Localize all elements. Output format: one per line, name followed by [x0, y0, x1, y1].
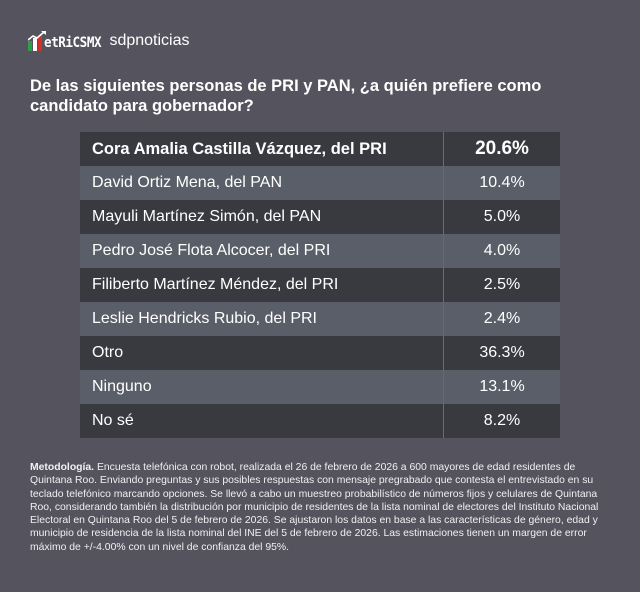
methodology-text: Encuesta telefónica con robot, realizada… [30, 462, 599, 553]
table-row: Filiberto Martínez Méndez, del PRI 2.5% [80, 268, 560, 302]
brand-header: etRiCSMX sdpnoticias [28, 30, 189, 52]
option-percent: 36.3% [479, 344, 525, 361]
option-name: No sé [80, 404, 444, 438]
question-title: De las siguientes personas de PRI y PAN,… [30, 77, 542, 115]
candidate-percent: 2.4% [483, 310, 521, 327]
candidate-name: Mayuli Martínez Simón, del PAN [80, 200, 444, 234]
table-row: Mayuli Martínez Simón, del PAN 5.0% [80, 200, 560, 234]
candidate-percent: 4.0% [483, 242, 521, 259]
metricsmx-logo: etRiCSMX [28, 31, 107, 51]
candidate-name: Cora Amalia Castilla Vázquez, del PRI [80, 132, 444, 166]
candidate-name: Filiberto Martínez Méndez, del PRI [80, 268, 444, 302]
candidate-name: Pedro José Flota Alcocer, del PRI [80, 234, 444, 268]
candidate-percent: 5.0% [483, 208, 521, 225]
table-row: David Ortiz Mena, del PAN 10.4% [80, 166, 560, 200]
candidate-percent: 2.5% [483, 276, 521, 293]
table-row: Otro 36.3% [80, 336, 560, 370]
table-row: Ninguno 13.1% [80, 370, 560, 404]
table-row: Pedro José Flota Alcocer, del PRI 4.0% [80, 234, 560, 268]
methodology-note: Metodología. Encuesta telefónica con rob… [30, 461, 620, 554]
table-row-leader: Cora Amalia Castilla Vázquez, del PRI 20… [80, 132, 560, 166]
logo-text: etRiCSMX [44, 35, 102, 51]
candidate-name: Leslie Hendricks Rubio, del PRI [80, 302, 444, 336]
option-name: Ninguno [80, 370, 444, 404]
flag-bars-icon [28, 35, 43, 51]
option-name: Otro [80, 336, 444, 370]
table-row: No sé 8.2% [80, 404, 560, 438]
candidate-percent: 20.6% [475, 138, 529, 159]
candidate-percent: 10.4% [479, 174, 525, 191]
option-percent: 13.1% [479, 378, 525, 395]
results-table: Cora Amalia Castilla Vázquez, del PRI 20… [80, 132, 560, 438]
partner-logo-text: sdpnoticias [109, 32, 190, 49]
table-row: Leslie Hendricks Rubio, del PRI 2.4% [80, 302, 560, 336]
methodology-label: Metodología. [30, 462, 95, 473]
candidate-name: David Ortiz Mena, del PAN [80, 166, 444, 200]
option-percent: 8.2% [483, 412, 521, 429]
trend-arrow-icon [28, 31, 46, 41]
